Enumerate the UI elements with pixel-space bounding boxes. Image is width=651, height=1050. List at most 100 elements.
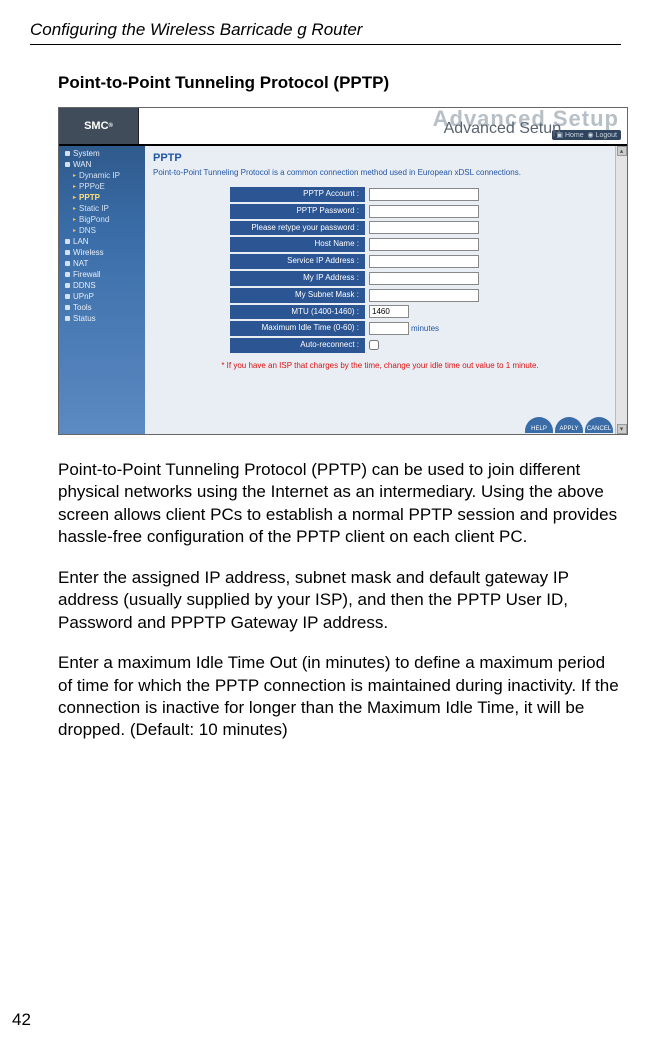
form-field — [369, 305, 409, 318]
panel-title: PPTP — [153, 152, 607, 164]
sidebar-item[interactable]: NAT — [59, 258, 145, 269]
sidebar-item[interactable]: UPnP — [59, 291, 145, 302]
form-label: Please retype your password : — [230, 221, 365, 236]
arrow-icon: ▸ — [73, 183, 76, 190]
text-input[interactable] — [369, 255, 479, 268]
sidebar-item[interactable]: ▸ Static IP — [59, 203, 145, 214]
form-field: minutes — [369, 322, 439, 335]
bullet-icon — [65, 283, 70, 288]
userbar: ▣ Home ◉ Logout — [552, 130, 621, 140]
text-input[interactable] — [369, 305, 409, 318]
checkbox-input[interactable] — [369, 340, 379, 350]
bullet-icon — [65, 294, 70, 299]
bullet-icon — [65, 305, 70, 310]
sidebar-item[interactable]: Wireless — [59, 247, 145, 258]
form-field — [369, 238, 479, 251]
running-header: Configuring the Wireless Barricade g Rou… — [30, 20, 621, 40]
form-row: My Subnet Mask : — [230, 288, 530, 303]
form-row: My IP Address : — [230, 271, 530, 286]
form-row: Maximum Idle Time (0-60) : minutes — [230, 321, 530, 336]
sidebar-item[interactable]: ▸ BigPond — [59, 214, 145, 225]
form-row: MTU (1400-1460) : — [230, 305, 530, 320]
form-field — [369, 340, 379, 352]
sidebar-item[interactable]: ▸ Dynamic IP — [59, 170, 145, 181]
form-note: * If you have an ISP that charges by the… — [153, 361, 607, 370]
logout-label: Logout — [596, 132, 617, 139]
form-field — [369, 205, 479, 218]
form-row: PPTP Account : — [230, 187, 530, 202]
form-label: Maximum Idle Time (0-60) : — [230, 321, 365, 336]
text-input[interactable] — [369, 238, 479, 251]
logo-text: SMC — [84, 120, 108, 132]
form-label: My Subnet Mask : — [230, 288, 365, 303]
form-row: PPTP Password : — [230, 204, 530, 219]
paragraph-2: Enter the assigned IP address, subnet ma… — [58, 567, 619, 634]
form-label: Host Name : — [230, 237, 365, 252]
arrow-icon: ▸ — [73, 216, 76, 223]
form-label: PPTP Account : — [230, 187, 365, 202]
logout-link[interactable]: ◉ Logout — [588, 132, 617, 139]
bullet-icon — [65, 272, 70, 277]
scrollbar[interactable]: ▴ ▾ — [615, 146, 627, 434]
help-button[interactable]: HELP — [525, 417, 553, 433]
main-panel: PPTP Point-to-Point Tunneling Protocol i… — [145, 146, 615, 434]
paragraph-1: Point-to-Point Tunneling Protocol (PPTP)… — [58, 459, 619, 549]
sidebar-item[interactable]: ▸ PPTP — [59, 192, 145, 203]
form-row: Service IP Address : — [230, 254, 530, 269]
bullet-icon — [65, 261, 70, 266]
sidebar-item[interactable]: ▸ PPPoE — [59, 181, 145, 192]
form-row: Please retype your password : — [230, 221, 530, 236]
text-input[interactable] — [369, 272, 479, 285]
sidebar-item[interactable]: Status — [59, 313, 145, 324]
form-label: PPTP Password : — [230, 204, 365, 219]
form-label: Auto-reconnect : — [230, 338, 365, 353]
arrow-icon: ▸ — [73, 172, 76, 179]
form-field — [369, 289, 479, 302]
arrow-icon: ▸ — [73, 227, 76, 234]
screenshot-header: SMC® Advanced Setup Advanced Setup ▣ Hom… — [59, 108, 627, 146]
sidebar-item[interactable]: WAN — [59, 159, 145, 170]
panel-desc: Point-to-Point Tunneling Protocol is a c… — [153, 168, 607, 177]
paragraph-3: Enter a maximum Idle Time Out (in minute… — [58, 652, 619, 742]
header-rule — [30, 44, 621, 45]
bullet-icon — [65, 250, 70, 255]
text-input[interactable] — [369, 188, 479, 201]
form-row: Host Name : — [230, 237, 530, 252]
sidebar-item[interactable]: LAN — [59, 236, 145, 247]
text-input[interactable] — [369, 289, 479, 302]
logo-suffix: ® — [109, 123, 113, 129]
form-label: My IP Address : — [230, 271, 365, 286]
form-label: Service IP Address : — [230, 254, 365, 269]
bullet-icon — [65, 151, 70, 156]
apply-button[interactable]: APPLY — [555, 417, 583, 433]
header-title: Advanced Setup — [444, 120, 561, 138]
arrow-icon: ▸ — [73, 205, 76, 212]
form-label: MTU (1400-1460) : — [230, 305, 365, 320]
text-input[interactable] — [369, 205, 479, 218]
arrow-icon: ▸ — [73, 194, 76, 201]
screenshot-body: System WAN▸ Dynamic IP▸ PPPoE▸ PPTP▸ Sta… — [59, 146, 627, 434]
text-input[interactable] — [369, 322, 409, 335]
form-row: Auto-reconnect : — [230, 338, 530, 353]
form-field — [369, 188, 479, 201]
form-field — [369, 255, 479, 268]
page-number: 42 — [12, 1010, 31, 1030]
router-screenshot: SMC® Advanced Setup Advanced Setup ▣ Hom… — [58, 107, 628, 435]
section-title: Point-to-Point Tunneling Protocol (PPTP) — [58, 73, 621, 93]
home-label: Home — [565, 132, 584, 139]
bullet-icon — [65, 239, 70, 244]
unit-label: minutes — [411, 324, 439, 333]
action-buttons: HELPAPPLYCANCEL — [525, 417, 613, 433]
sidebar-item[interactable]: Tools — [59, 302, 145, 313]
scroll-down-icon[interactable]: ▾ — [617, 424, 627, 434]
cancel-button[interactable]: CANCEL — [585, 417, 613, 433]
sidebar-item[interactable]: System — [59, 148, 145, 159]
scroll-up-icon[interactable]: ▴ — [617, 146, 627, 156]
sidebar-item[interactable]: Firewall — [59, 269, 145, 280]
smc-logo: SMC® — [59, 108, 139, 144]
text-input[interactable] — [369, 221, 479, 234]
form-field — [369, 272, 479, 285]
bullet-icon — [65, 162, 70, 167]
sidebar-item[interactable]: ▸ DNS — [59, 225, 145, 236]
sidebar-item[interactable]: DDNS — [59, 280, 145, 291]
